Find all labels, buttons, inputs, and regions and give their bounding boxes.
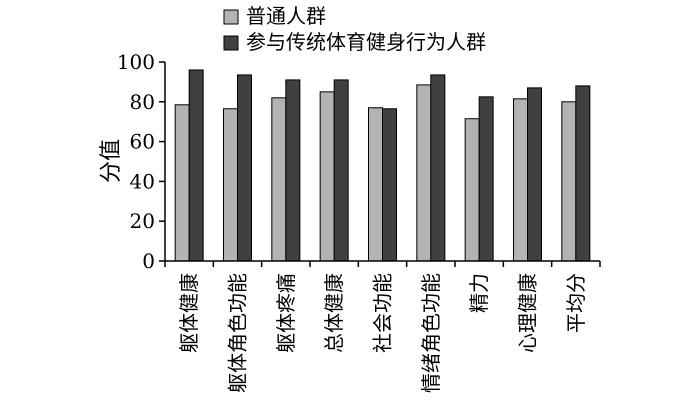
category-label: 社会功能 xyxy=(371,273,395,353)
category-label: 躯体角色功能 xyxy=(226,273,250,393)
category-label: 心理健康 xyxy=(516,273,540,353)
category-label: 精力 xyxy=(467,273,491,313)
legend-label-general-population: 普通人群 xyxy=(246,4,326,28)
bar-exercise-4 xyxy=(382,108,397,262)
legend: 普通人群 参与传统体育健身行为人群 xyxy=(223,4,486,54)
legend-label-exercise-population: 参与传统体育健身行为人群 xyxy=(246,30,486,54)
bar-exercise-5 xyxy=(430,74,446,262)
bar-exercise-2 xyxy=(285,79,301,262)
category-label: 躯体疼痛 xyxy=(274,273,298,353)
bar-general-6 xyxy=(464,118,480,262)
y-tick-label: 80 xyxy=(130,90,155,114)
bar-exercise-0 xyxy=(188,69,204,262)
bar-general-4 xyxy=(368,107,383,262)
x-axis: 躯体健康 躯体角色功能 躯体疼痛 总体健康 社会功能 情绪角色功能 精力 心理健康 平均分 xyxy=(164,260,601,393)
category-label: 躯体健康 xyxy=(177,273,201,353)
category-label: 总体健康 xyxy=(322,273,346,353)
legend-swatch-exercise-population xyxy=(223,35,239,51)
legend-swatch-general-population xyxy=(223,9,239,25)
y-tick-label: 60 xyxy=(130,130,155,154)
bars xyxy=(174,69,591,262)
bar-exercise-3 xyxy=(333,79,349,262)
y-tick-label: 100 xyxy=(117,50,155,74)
bar-exercise-1 xyxy=(237,74,252,262)
bar-general-8 xyxy=(561,101,577,262)
y-tick-label: 40 xyxy=(130,169,155,193)
bar-general-1 xyxy=(223,108,238,262)
y-axis-label: 分值 xyxy=(99,139,124,183)
y-tick-label: 0 xyxy=(142,249,155,273)
bar-general-2 xyxy=(271,97,287,262)
y-axis: 0 20 40 60 80 100 xyxy=(117,50,166,273)
y-tick-label: 20 xyxy=(130,209,155,233)
bar-general-0 xyxy=(174,104,190,262)
bar-exercise-8 xyxy=(575,85,591,262)
bar-exercise-6 xyxy=(478,96,494,262)
category-label: 情绪角色功能 xyxy=(419,273,443,393)
bar-general-7 xyxy=(513,98,528,262)
bar-exercise-7 xyxy=(527,87,542,262)
bar-general-5 xyxy=(416,84,432,262)
category-label: 平均分 xyxy=(564,273,588,333)
bar-general-3 xyxy=(319,91,335,262)
